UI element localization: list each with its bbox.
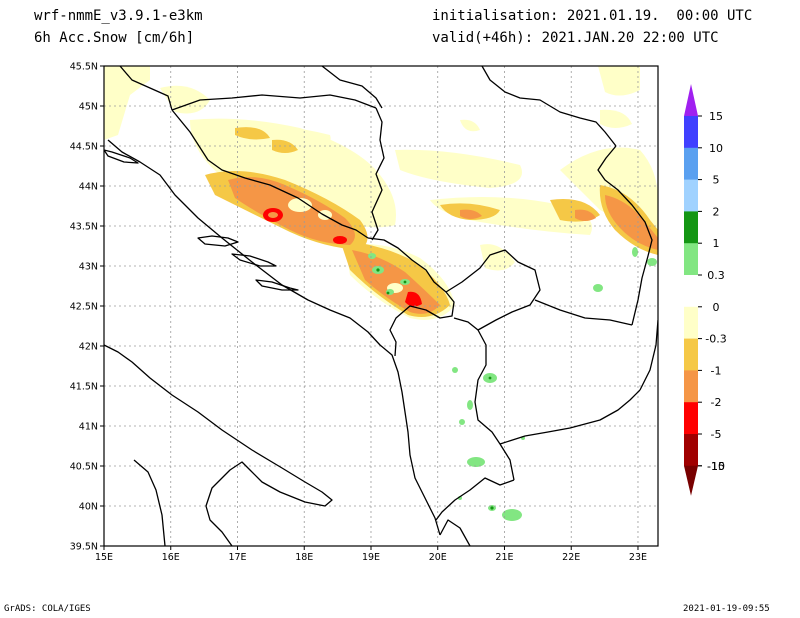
colorbar-label: 1	[713, 237, 720, 250]
lon-tick-label: 22E	[562, 552, 580, 563]
colorbar-label: -0.3	[705, 333, 726, 346]
colorbar-swatch	[684, 370, 698, 403]
colorbar-top-arrow	[684, 84, 698, 116]
colorbar-label: -15	[707, 460, 725, 473]
colorbar-swatch	[684, 147, 698, 181]
border-bulgaria-serbia	[597, 145, 653, 326]
snow-field	[104, 66, 658, 521]
border-bih-north	[171, 94, 377, 111]
lon-tick-label: 17E	[228, 552, 246, 563]
lat-tick-label: 40.5N	[70, 462, 98, 473]
colorbar-swatch	[684, 116, 698, 149]
lat-tick-label: 45N	[79, 102, 98, 113]
colorbar-label: 2	[713, 205, 720, 218]
border-hungary	[321, 66, 383, 109]
colorbar-swatch	[684, 179, 698, 212]
island-brac	[197, 235, 239, 247]
colorbar-swatch	[684, 306, 698, 340]
field-title: 6h Acc.Snow [cm/6h]	[34, 30, 195, 46]
colorbar-swatch	[684, 434, 698, 467]
lon-tick-label: 21E	[495, 552, 513, 563]
coastline-adriatic-east	[107, 139, 441, 536]
lon-tick-label: 20E	[429, 552, 447, 563]
colorbar-label: 5	[713, 174, 720, 187]
border-serbia-bih	[371, 107, 385, 241]
lon-tick-label: 19E	[362, 552, 380, 563]
lon-tick-label: 15E	[95, 552, 113, 563]
colorbar-label: -2	[711, 396, 722, 409]
border-bulgaria-east	[639, 319, 658, 391]
colorbar-swatch	[684, 275, 698, 308]
graticule	[104, 66, 658, 546]
island-korcula	[255, 279, 299, 291]
lat-tick-label: 41.5N	[70, 382, 98, 393]
colorbar-swatch	[684, 402, 698, 435]
valid-time: valid(+46h): 2021.JAN.20 22:00 UTC	[432, 30, 719, 46]
colorbar-label: 0.3	[707, 269, 725, 282]
coastline-calabria	[133, 459, 166, 546]
border-croatia-bih	[171, 109, 369, 239]
colorbar-swatch	[684, 338, 698, 371]
init-time: initialisation: 2021.01.19. 00:00 UTC	[432, 8, 753, 24]
lat-tick-label: 42.5N	[70, 302, 98, 313]
island-krk	[104, 149, 139, 164]
border-albania-greece	[435, 477, 515, 521]
lon-tick-label: 16E	[162, 552, 180, 563]
coastline-italy	[104, 344, 333, 546]
border-macedonia-north	[534, 299, 633, 326]
footer-credit: GrADS: COLA/IGES	[4, 604, 91, 614]
border-slovenia	[119, 66, 173, 111]
footer-timestamp: 2021-01-19-09:55	[683, 604, 770, 614]
border-romania	[481, 66, 617, 147]
colorbar: 15 10 5 2 1 0.3 0 -0.3 -1 -2 -5 -10-15	[684, 84, 727, 496]
boundaries	[104, 66, 658, 546]
colorbar-swatch	[684, 243, 698, 276]
lat-tick-label: 43N	[79, 262, 98, 273]
precip-dark-green-dots	[376, 268, 494, 510]
colorbar-label: -1	[711, 364, 722, 377]
colorbar-label: 15	[709, 110, 723, 123]
lat-tick-label: 45.5N	[70, 62, 98, 73]
colorbar-label: 10	[709, 142, 723, 155]
precip-green-areas	[368, 247, 657, 521]
border-albania-macedonia	[474, 329, 515, 481]
border-macedonia-greece	[499, 389, 641, 445]
snow-red-core-gap	[268, 212, 278, 218]
lat-ticks: 45.5N 45N 44.5N 44N 43.5N 43N 42.5N 42N 41.5N 41N…	[70, 62, 104, 553]
colorbar-swatch	[684, 211, 698, 244]
colorbar-bottom-arrow	[684, 465, 698, 496]
lat-tick-label: 39.5N	[70, 542, 98, 553]
border-montenegro	[367, 237, 455, 357]
lat-tick-label: 43.5N	[70, 222, 98, 233]
lat-tick-label: 44.5N	[70, 142, 98, 153]
lon-tick-label: 18E	[295, 552, 313, 563]
colorbar-label: -5	[711, 428, 722, 441]
lon-ticks: 15E 16E 17E 18E 19E 20E 21E 22E 23E	[95, 546, 647, 563]
model-title: wrf-nmmE_v3.9.1-e3km	[34, 8, 203, 24]
lat-tick-label: 44N	[79, 182, 98, 193]
colorbar-label: -10	[707, 460, 725, 473]
lon-tick-label: 23E	[629, 552, 647, 563]
lat-tick-label: 42N	[79, 342, 98, 353]
island-hvar	[231, 253, 277, 267]
border-kosovo	[445, 249, 541, 331]
lat-tick-label: 41N	[79, 422, 98, 433]
lat-tick-label: 40N	[79, 502, 98, 513]
colorbar-label: 0	[713, 301, 720, 314]
coast-greece-west	[439, 519, 471, 546]
